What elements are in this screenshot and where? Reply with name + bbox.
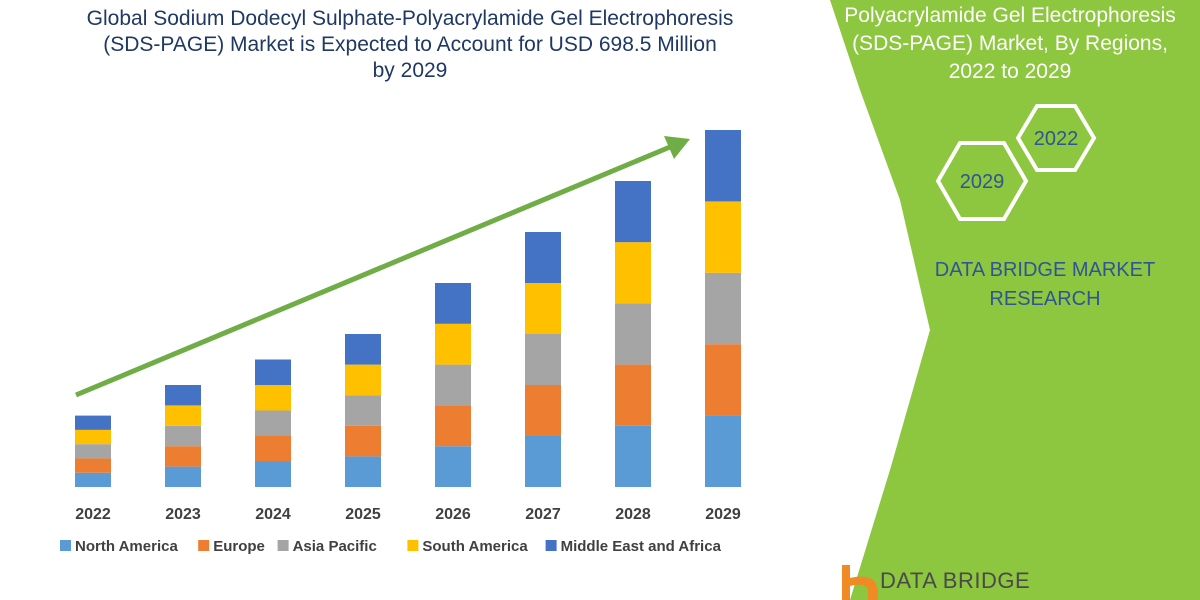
legend-label: South America: [422, 538, 528, 555]
bar-2027-south-america: [525, 283, 561, 334]
legend-swatch: [277, 540, 289, 551]
research-label-line-2: RESEARCH: [989, 288, 1101, 310]
research-label-line-1: DATA BRIDGE MARKET: [934, 259, 1156, 281]
bar-2024-middle-east-and-africa: [255, 359, 291, 385]
side-title-line-1: Polyacrylamide Gel Electrophoresis: [844, 4, 1176, 27]
x-tick-label: 2025: [345, 506, 381, 523]
bar-2025-middle-east-and-africa: [345, 334, 381, 365]
legend-item: Asia Pacific: [277, 538, 377, 555]
legend-swatch: [545, 540, 557, 551]
bar-2026-middle-east-and-africa: [435, 283, 471, 324]
legend-item: Middle East and Africa: [545, 538, 722, 555]
bar-2024-north-america: [255, 461, 291, 487]
legend-label: Middle East and Africa: [561, 538, 722, 555]
chart-title-line-3: by 2029: [372, 59, 448, 82]
x-tick-label: 2027: [525, 506, 561, 523]
bar-2023-middle-east-and-africa: [165, 385, 201, 406]
bar-2027-asia-pacific: [525, 334, 561, 385]
bar-2022-europe: [75, 458, 111, 473]
side-title-line-3: 2022 to 2029: [948, 60, 1072, 83]
bar-2025-north-america: [345, 456, 381, 487]
bar-2028-north-america: [615, 425, 651, 487]
legend-label: Europe: [213, 538, 265, 555]
bar-2028-middle-east-and-africa: [615, 181, 651, 243]
side-panel-title: Polyacrylamide Gel Electrophoresis (SDS-…: [800, 2, 1200, 86]
hexagon-2029: 2029: [935, 141, 1029, 221]
legend-swatch: [60, 540, 71, 551]
legend-label: North America: [75, 538, 178, 555]
bar-2024-europe: [255, 436, 291, 462]
data-bridge-logo-icon: [842, 565, 878, 600]
legend-item: South America: [407, 538, 528, 555]
bar-2028-south-america: [615, 242, 651, 304]
bar-2022-south-america: [75, 429, 111, 445]
bar-2026-asia-pacific: [435, 364, 471, 406]
hexagon-2029-label: 2029: [960, 171, 1005, 193]
x-tick-label: 2024: [255, 506, 291, 523]
hexagon-2022: 2022: [1015, 104, 1097, 172]
bar-2026-europe: [435, 405, 471, 447]
bar-2027-north-america: [525, 436, 561, 487]
bar-2027-middle-east-and-africa: [525, 232, 561, 283]
bar-2022-north-america: [75, 472, 111, 487]
trend-arrow-icon: [75, 136, 690, 398]
bar-2024-asia-pacific: [255, 410, 291, 436]
chart-title-line-1: Global Sodium Dodecyl Sulphate-Polyacryl…: [86, 7, 734, 30]
bar-2029-middle-east-and-africa: [705, 130, 741, 202]
side-panel-background: [830, 0, 1200, 600]
bar-2028-europe: [615, 364, 651, 426]
bar-2026-north-america: [435, 446, 471, 487]
x-tick-label: 2023: [165, 506, 201, 523]
bar-2029-north-america: [705, 415, 741, 487]
bar-2025-europe: [345, 425, 381, 457]
bar-2026-south-america: [435, 323, 471, 365]
bar-2028-asia-pacific: [615, 303, 651, 365]
bar-2024-south-america: [255, 385, 291, 411]
chart-title: Global Sodium Dodecyl Sulphate-Polyacryl…: [40, 6, 780, 84]
logo-text: DATA BRIDGE: [880, 568, 1031, 593]
bar-2029-europe: [705, 344, 741, 416]
research-label: DATA BRIDGE MARKET RESEARCH: [920, 256, 1170, 314]
x-tick-label: 2022: [75, 506, 111, 523]
stacked-bar-chart: 2022 2023 2024 2025 2026 2027 2028 2029 North Am…: [60, 130, 741, 555]
legend-item: North America: [60, 538, 178, 555]
bar-2023-north-america: [165, 466, 201, 487]
bar-2022-asia-pacific: [75, 444, 111, 459]
x-tick-label: 2026: [435, 506, 471, 523]
x-tick-label: 2029: [705, 506, 741, 523]
chart-title-line-2: (SDS-PAGE) Market is Expected to Account…: [103, 33, 717, 56]
bar-2029-asia-pacific: [705, 272, 741, 345]
bar-2027-europe: [525, 385, 561, 436]
side-title-line-2: (SDS-PAGE) Market, By Regions,: [852, 32, 1168, 55]
legend-swatch: [198, 540, 210, 551]
legend-label: Asia Pacific: [293, 538, 377, 555]
bar-2025-south-america: [345, 364, 381, 396]
x-tick-label: 2028: [615, 506, 651, 523]
bar-2022-middle-east-and-africa: [75, 415, 111, 430]
bar-2023-europe: [165, 446, 201, 467]
hexagon-2022-label: 2022: [1034, 128, 1079, 150]
bar-2029-south-america: [705, 201, 741, 273]
legend-item: Europe: [198, 538, 265, 555]
bar-2023-asia-pacific: [165, 425, 201, 447]
legend-swatch: [407, 540, 419, 551]
bar-2025-asia-pacific: [345, 395, 381, 426]
bar-2023-south-america: [165, 405, 201, 426]
